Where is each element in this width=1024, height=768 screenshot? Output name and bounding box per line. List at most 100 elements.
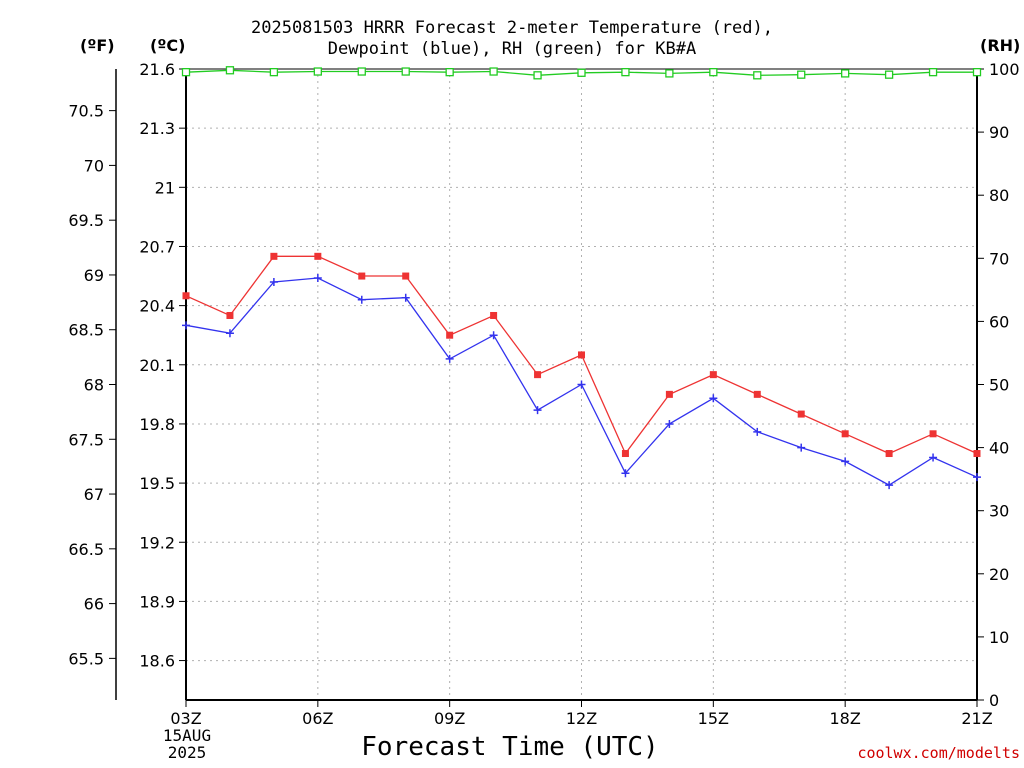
temperature-point	[578, 351, 585, 359]
rh-point	[709, 68, 718, 77]
tick-label-fahrenheit: 65.5	[68, 649, 104, 668]
temperature-point	[973, 450, 981, 458]
dewpoint-point	[929, 453, 938, 462]
rh-point	[841, 69, 850, 78]
temperature-point	[753, 390, 761, 398]
rh-point	[269, 68, 279, 77]
tick-label-fahrenheit: 66	[84, 595, 104, 614]
dewpoint-point	[621, 469, 630, 478]
axes	[109, 68, 984, 707]
tick-label-rh: 100	[989, 60, 1020, 79]
tick-label-fahrenheit: 68.5	[68, 321, 104, 340]
dewpoint-point	[665, 419, 674, 428]
x-axis-title: Forecast Time (UTC)	[361, 732, 659, 762]
dewpoint-point	[269, 277, 278, 286]
date-label-year: 2025	[167, 743, 207, 762]
temperature-point	[226, 311, 234, 319]
dewpoint-point	[577, 380, 586, 389]
tick-label-fahrenheit: 66.5	[68, 540, 104, 559]
tick-label-celsius: 19.8	[139, 415, 175, 434]
tick-label-fahrenheit: 67	[84, 485, 104, 504]
tick-label-celsius: 19.5	[139, 474, 175, 493]
tick-label-fahrenheit: 69.5	[68, 211, 104, 230]
dewpoint-point	[709, 394, 718, 403]
celsius-unit-label: (ºC)	[150, 36, 186, 55]
tick-label-fahrenheit: 69	[84, 266, 104, 285]
temperature-point	[358, 272, 366, 280]
tick-label-celsius: 20.1	[139, 356, 175, 375]
series-dewpoint	[182, 274, 981, 490]
rh-point	[313, 67, 322, 76]
dewpoint-point	[885, 481, 894, 490]
dewpoint-point	[841, 457, 850, 466]
rh-point	[665, 69, 674, 78]
tick-label-hour: 18Z	[830, 709, 861, 728]
tick-label-celsius: 18.6	[139, 652, 175, 671]
series-temperature	[182, 252, 981, 458]
temperature-point	[270, 252, 278, 260]
data-series	[181, 66, 982, 490]
tick-label-fahrenheit: 68	[84, 376, 104, 395]
rh-point	[225, 66, 235, 75]
rh-point	[401, 67, 410, 76]
tick-label-hour: 06Z	[302, 709, 333, 728]
dewpoint-point	[182, 321, 190, 330]
tick-label-fahrenheit: 70	[84, 156, 104, 175]
rh-point	[357, 67, 366, 76]
tick-label-rh: 50	[989, 376, 1009, 395]
date-label-day: 15AUG	[162, 726, 212, 745]
temperature-point	[402, 272, 410, 280]
tick-label-hour: 03Z	[170, 709, 201, 728]
dewpoint-point	[357, 295, 366, 304]
dewpoint-point	[797, 443, 806, 452]
dewpoint-point	[533, 406, 542, 415]
tick-label-rh: 60	[989, 312, 1009, 331]
tick-label-celsius: 21	[155, 178, 175, 197]
rh-point	[797, 70, 806, 79]
dewpoint-point	[445, 354, 454, 363]
tick-label-fahrenheit: 70.5	[68, 102, 104, 121]
dewpoint-point	[401, 293, 410, 302]
tick-label-rh: 0	[989, 691, 999, 710]
series-rh	[181, 66, 982, 80]
dewpoint-point	[489, 331, 498, 340]
temperature-point	[709, 371, 717, 379]
tick-label-celsius: 18.9	[139, 592, 175, 611]
rh-point	[533, 71, 542, 80]
tick-label-celsius: 20.4	[139, 297, 175, 316]
tick-label-hour: 15Z	[698, 709, 729, 728]
rh-point	[621, 68, 630, 77]
tick-label-rh: 20	[989, 565, 1009, 584]
dewpoint-point	[313, 274, 322, 283]
rh-point	[972, 68, 982, 77]
dewpoint-point	[225, 329, 234, 338]
temperature-point	[885, 450, 893, 458]
temperature-point	[665, 390, 673, 398]
tick-label-rh: 40	[989, 439, 1009, 458]
tick-label-hour: 09Z	[434, 709, 465, 728]
tick-label-celsius: 19.2	[139, 533, 175, 552]
temperature-point	[841, 430, 849, 438]
rh-point	[928, 68, 938, 77]
tick-labels: 18.6 18.9 19.2 19.5 19.8 20.1 20.4 20.7 21 21.3 21…	[68, 60, 1019, 728]
tick-label-celsius: 21.3	[139, 119, 175, 138]
rh-point	[884, 70, 894, 79]
temperature-point	[490, 311, 498, 319]
rh-point	[489, 67, 498, 76]
temperature-point	[929, 430, 937, 438]
temperature-point	[534, 371, 542, 379]
fahrenheit-unit-label: (ºF)	[80, 36, 115, 55]
tick-label-hour: 12Z	[566, 709, 597, 728]
tick-label-rh: 10	[989, 628, 1009, 647]
temperature-point	[621, 450, 629, 458]
chart-title-line-1: 2025081503 HRRR Forecast 2-meter Tempera…	[251, 18, 773, 38]
rh-point	[577, 68, 586, 77]
chart-title-line-2: Dewpoint (blue), RH (green) for KB#A	[327, 39, 697, 59]
tick-label-rh: 30	[989, 502, 1009, 521]
source-credit: coolwx.com/modelts	[857, 744, 1020, 762]
rh-point	[181, 68, 191, 77]
tick-label-rh: 90	[989, 123, 1009, 142]
dewpoint-point	[973, 473, 981, 482]
dewpoint-point	[753, 427, 762, 436]
